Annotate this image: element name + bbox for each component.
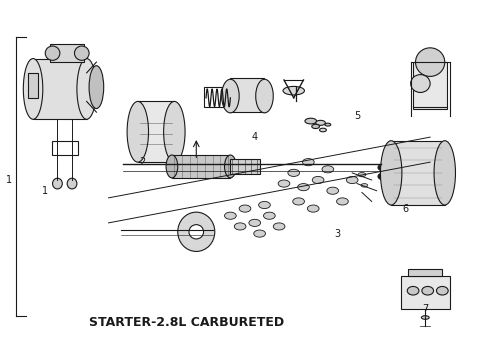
Ellipse shape: [259, 202, 270, 208]
Ellipse shape: [293, 198, 304, 205]
Ellipse shape: [411, 75, 430, 93]
Ellipse shape: [77, 59, 97, 119]
Ellipse shape: [283, 86, 304, 95]
Text: 6: 6: [403, 203, 409, 213]
Bar: [391, 141, 445, 205]
Text: 2: 2: [140, 157, 146, 167]
Ellipse shape: [239, 205, 251, 212]
Ellipse shape: [224, 155, 236, 178]
Bar: [172, 155, 230, 178]
Ellipse shape: [358, 172, 366, 177]
Ellipse shape: [380, 141, 402, 205]
Ellipse shape: [24, 59, 43, 119]
Bar: [230, 78, 265, 112]
Ellipse shape: [288, 169, 299, 176]
Ellipse shape: [361, 184, 368, 187]
Text: 5: 5: [354, 111, 360, 121]
Ellipse shape: [45, 46, 60, 60]
Ellipse shape: [256, 79, 273, 113]
Ellipse shape: [302, 158, 314, 166]
Ellipse shape: [297, 184, 309, 191]
Ellipse shape: [434, 141, 456, 205]
Text: 1: 1: [5, 175, 12, 185]
Ellipse shape: [178, 212, 215, 251]
Text: 4: 4: [252, 132, 258, 142]
Ellipse shape: [316, 120, 325, 125]
Ellipse shape: [234, 223, 246, 230]
Text: 1: 1: [42, 186, 49, 196]
Bar: [401, 276, 450, 309]
Ellipse shape: [422, 287, 434, 295]
Ellipse shape: [416, 48, 445, 76]
Ellipse shape: [249, 219, 261, 226]
Ellipse shape: [224, 212, 236, 219]
Bar: [33, 59, 87, 119]
Ellipse shape: [166, 155, 178, 178]
Ellipse shape: [278, 180, 290, 187]
Ellipse shape: [378, 173, 390, 180]
Ellipse shape: [378, 164, 390, 171]
Bar: [203, 87, 230, 107]
Ellipse shape: [164, 102, 185, 162]
Bar: [51, 141, 78, 155]
Ellipse shape: [52, 178, 62, 189]
Text: 3: 3: [335, 229, 341, 239]
Ellipse shape: [254, 230, 266, 237]
Ellipse shape: [312, 176, 324, 184]
Ellipse shape: [127, 102, 148, 162]
Bar: [50, 44, 84, 62]
Ellipse shape: [305, 118, 317, 124]
Ellipse shape: [221, 79, 239, 113]
Ellipse shape: [189, 225, 203, 239]
Bar: [138, 102, 174, 162]
Ellipse shape: [74, 46, 89, 60]
Bar: [413, 62, 447, 109]
Ellipse shape: [273, 223, 285, 230]
Ellipse shape: [407, 287, 419, 295]
Text: STARTER-2.8L CARBURETED: STARTER-2.8L CARBURETED: [89, 316, 284, 329]
Ellipse shape: [319, 128, 326, 132]
Ellipse shape: [437, 287, 448, 295]
Ellipse shape: [67, 178, 77, 189]
Ellipse shape: [346, 176, 358, 184]
Ellipse shape: [264, 212, 275, 219]
Ellipse shape: [337, 198, 348, 205]
Ellipse shape: [327, 187, 339, 194]
Text: 7: 7: [422, 303, 428, 314]
Bar: [408, 269, 442, 276]
Ellipse shape: [89, 66, 104, 109]
Ellipse shape: [307, 205, 319, 212]
Bar: [28, 73, 38, 98]
Ellipse shape: [312, 124, 319, 129]
Bar: [230, 158, 260, 174]
Ellipse shape: [325, 123, 331, 126]
Ellipse shape: [421, 316, 429, 319]
Ellipse shape: [322, 166, 334, 173]
